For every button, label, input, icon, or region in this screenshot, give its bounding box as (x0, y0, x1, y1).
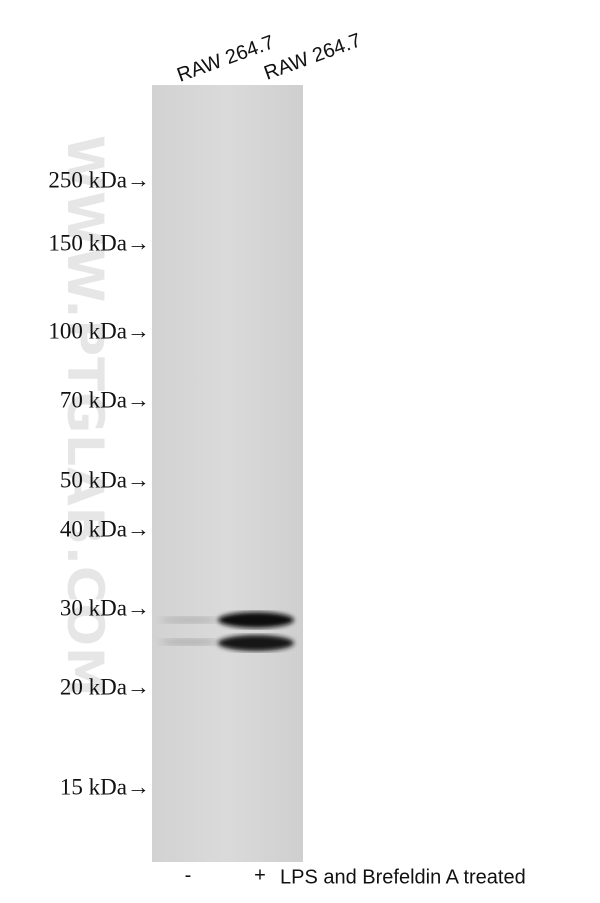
band (218, 635, 294, 651)
lane-label: RAW 264.7 (261, 29, 364, 84)
minus-label: - (185, 864, 192, 886)
bands (160, 612, 294, 651)
faint-band (160, 617, 220, 623)
marker-label: 20 kDa→ (60, 674, 150, 699)
lane-label: RAW 264.7 (174, 31, 277, 86)
marker-label: 50 kDa→ (60, 467, 150, 492)
watermark: WWW.PTGLAB.COM (56, 135, 114, 698)
treatment-label: LPS and Brefeldin A treated (280, 866, 526, 888)
plus-label: + (254, 864, 266, 886)
marker-label: 250 kDa→ (48, 167, 150, 192)
marker-label: 100 kDa→ (48, 318, 150, 343)
faint-band (160, 639, 220, 645)
blot-membrane (152, 85, 303, 862)
marker-label: 150 kDa→ (48, 230, 150, 255)
marker-label: 15 kDa→ (60, 774, 150, 799)
marker-label: 40 kDa→ (60, 516, 150, 541)
marker-label: 70 kDa→ (60, 387, 150, 412)
marker-label: 30 kDa→ (60, 595, 150, 620)
markers: 250 kDa→ 150 kDa→ 100 kDa→ 70 kDa→ 50 kDa→ 40… (48, 167, 150, 799)
band (218, 612, 294, 628)
